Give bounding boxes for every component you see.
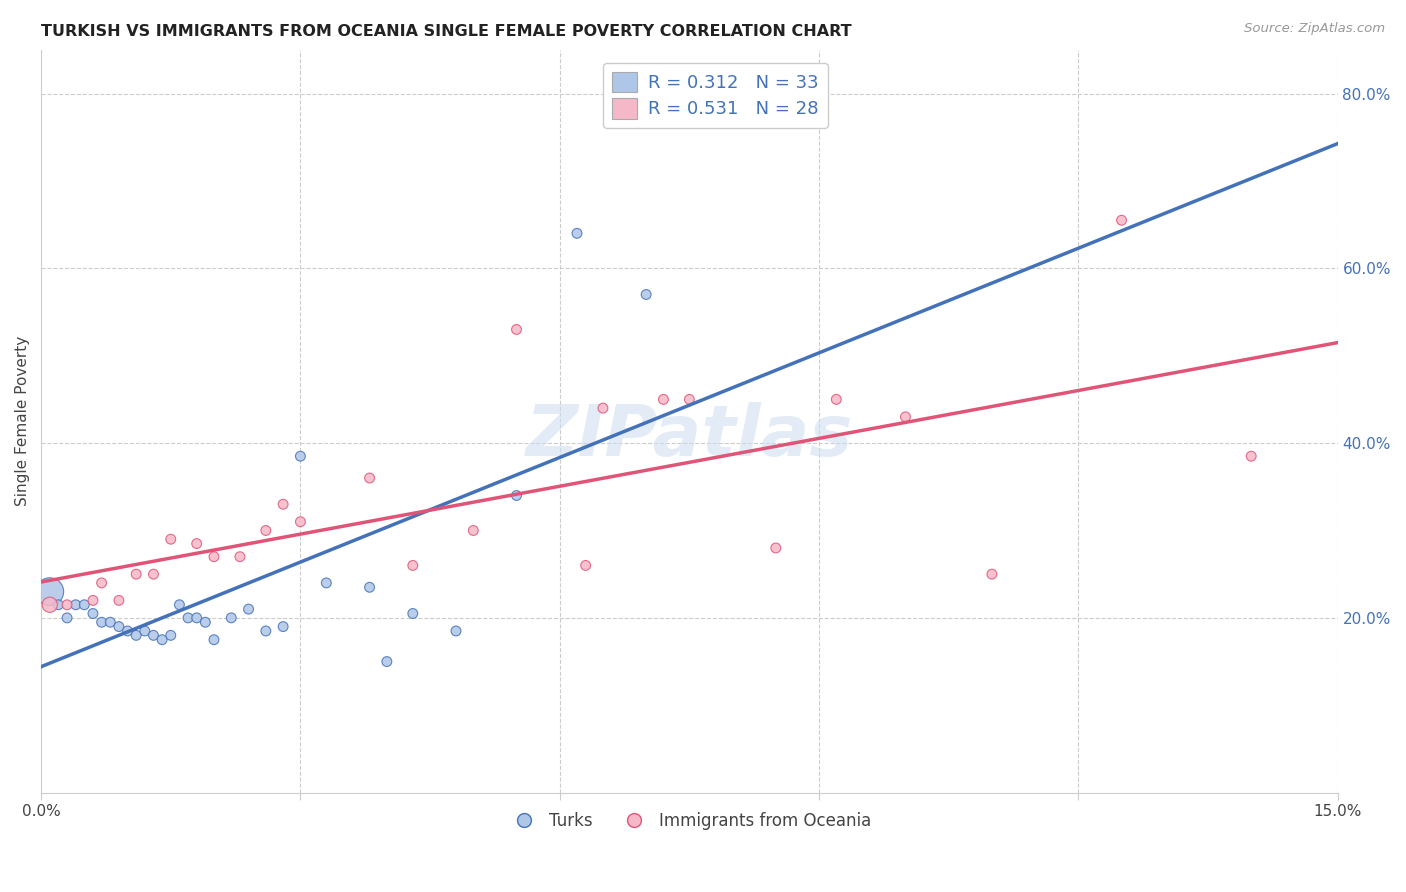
Point xyxy=(505,322,527,336)
Point xyxy=(169,598,191,612)
Point xyxy=(359,471,381,485)
Text: TURKISH VS IMMIGRANTS FROM OCEANIA SINGLE FEMALE POVERTY CORRELATION CHART: TURKISH VS IMMIGRANTS FROM OCEANIA SINGL… xyxy=(41,24,852,39)
Point xyxy=(254,624,277,638)
Point xyxy=(1240,449,1263,463)
Point xyxy=(56,598,79,612)
Text: Source: ZipAtlas.com: Source: ZipAtlas.com xyxy=(1244,22,1385,36)
Point xyxy=(186,536,208,550)
Point xyxy=(134,624,156,638)
Point xyxy=(202,632,225,647)
Point xyxy=(48,598,70,612)
Point xyxy=(82,607,104,621)
Point xyxy=(271,497,294,511)
Point xyxy=(159,628,181,642)
Point xyxy=(402,558,425,573)
Point xyxy=(194,615,217,630)
Point xyxy=(402,607,425,621)
Point xyxy=(505,489,527,503)
Point xyxy=(108,619,131,633)
Point xyxy=(177,611,200,625)
Point xyxy=(56,611,79,625)
Point xyxy=(290,515,312,529)
Point xyxy=(142,567,165,582)
Point xyxy=(271,619,294,633)
Point xyxy=(150,632,173,647)
Point xyxy=(575,558,598,573)
Point xyxy=(592,401,614,416)
Point xyxy=(315,575,337,590)
Point xyxy=(73,598,96,612)
Point xyxy=(894,409,917,424)
Point xyxy=(678,392,700,407)
Point xyxy=(38,584,60,599)
Point xyxy=(202,549,225,564)
Point xyxy=(117,624,139,638)
Point xyxy=(444,624,467,638)
Point xyxy=(90,615,112,630)
Point xyxy=(359,580,381,594)
Point xyxy=(463,524,485,538)
Point xyxy=(125,567,148,582)
Point xyxy=(765,541,787,555)
Point xyxy=(38,598,60,612)
Point xyxy=(636,287,658,301)
Point xyxy=(82,593,104,607)
Point xyxy=(90,575,112,590)
Point xyxy=(254,524,277,538)
Point xyxy=(565,227,588,241)
Legend: Turks, Immigrants from Oceania: Turks, Immigrants from Oceania xyxy=(501,805,879,837)
Point xyxy=(65,598,87,612)
Point xyxy=(125,628,148,642)
Point xyxy=(1111,213,1133,227)
Point xyxy=(290,449,312,463)
Point xyxy=(186,611,208,625)
Point xyxy=(108,593,131,607)
Y-axis label: Single Female Poverty: Single Female Poverty xyxy=(15,336,30,507)
Point xyxy=(229,549,252,564)
Text: ZIPatlas: ZIPatlas xyxy=(526,401,853,471)
Point xyxy=(219,611,242,625)
Point xyxy=(375,655,398,669)
Point xyxy=(238,602,260,616)
Point xyxy=(159,532,181,546)
Point xyxy=(652,392,675,407)
Point xyxy=(980,567,1002,582)
Point xyxy=(98,615,121,630)
Point xyxy=(142,628,165,642)
Point xyxy=(825,392,848,407)
